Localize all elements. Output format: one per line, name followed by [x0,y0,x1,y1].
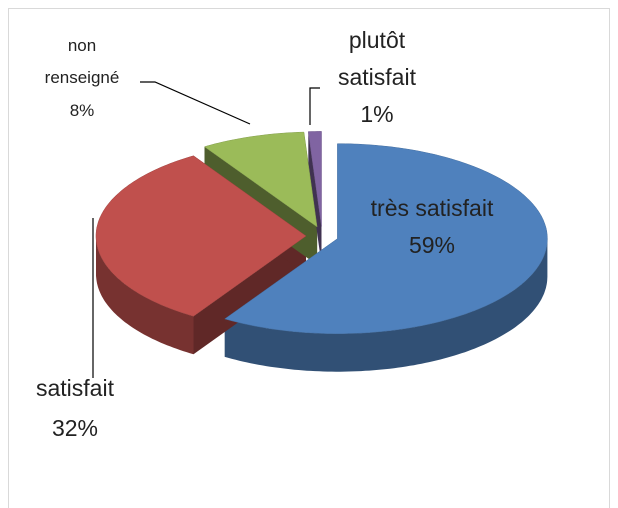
leader-line [140,81,251,125]
slice-tops [95,131,548,334]
value-label: 32% [51,415,99,442]
slice-label: très satisfait 59% [367,190,497,264]
slice-label: plutôt satisfait 1% [322,22,432,132]
slice-side [224,238,548,372]
category-label: très satisfait [370,195,494,221]
slice-label: non renseigné 8% [32,30,132,127]
category-label: satisfait [36,375,114,401]
value-label: 59% [408,231,456,258]
chart-frame [8,8,610,508]
value-label: 8% [69,100,95,120]
category-label: non renseigné [44,36,120,88]
slice [95,155,307,317]
slice [224,143,548,334]
category-label: plutôt satisfait [338,27,416,90]
slice-wall [308,131,322,265]
slice-label: satisfait 32% [10,368,140,449]
slice [203,131,318,228]
slice-side [96,236,194,355]
leader-line [309,87,320,125]
slice [308,131,322,227]
slice-wall [193,236,306,355]
value-label: 1% [360,100,394,127]
